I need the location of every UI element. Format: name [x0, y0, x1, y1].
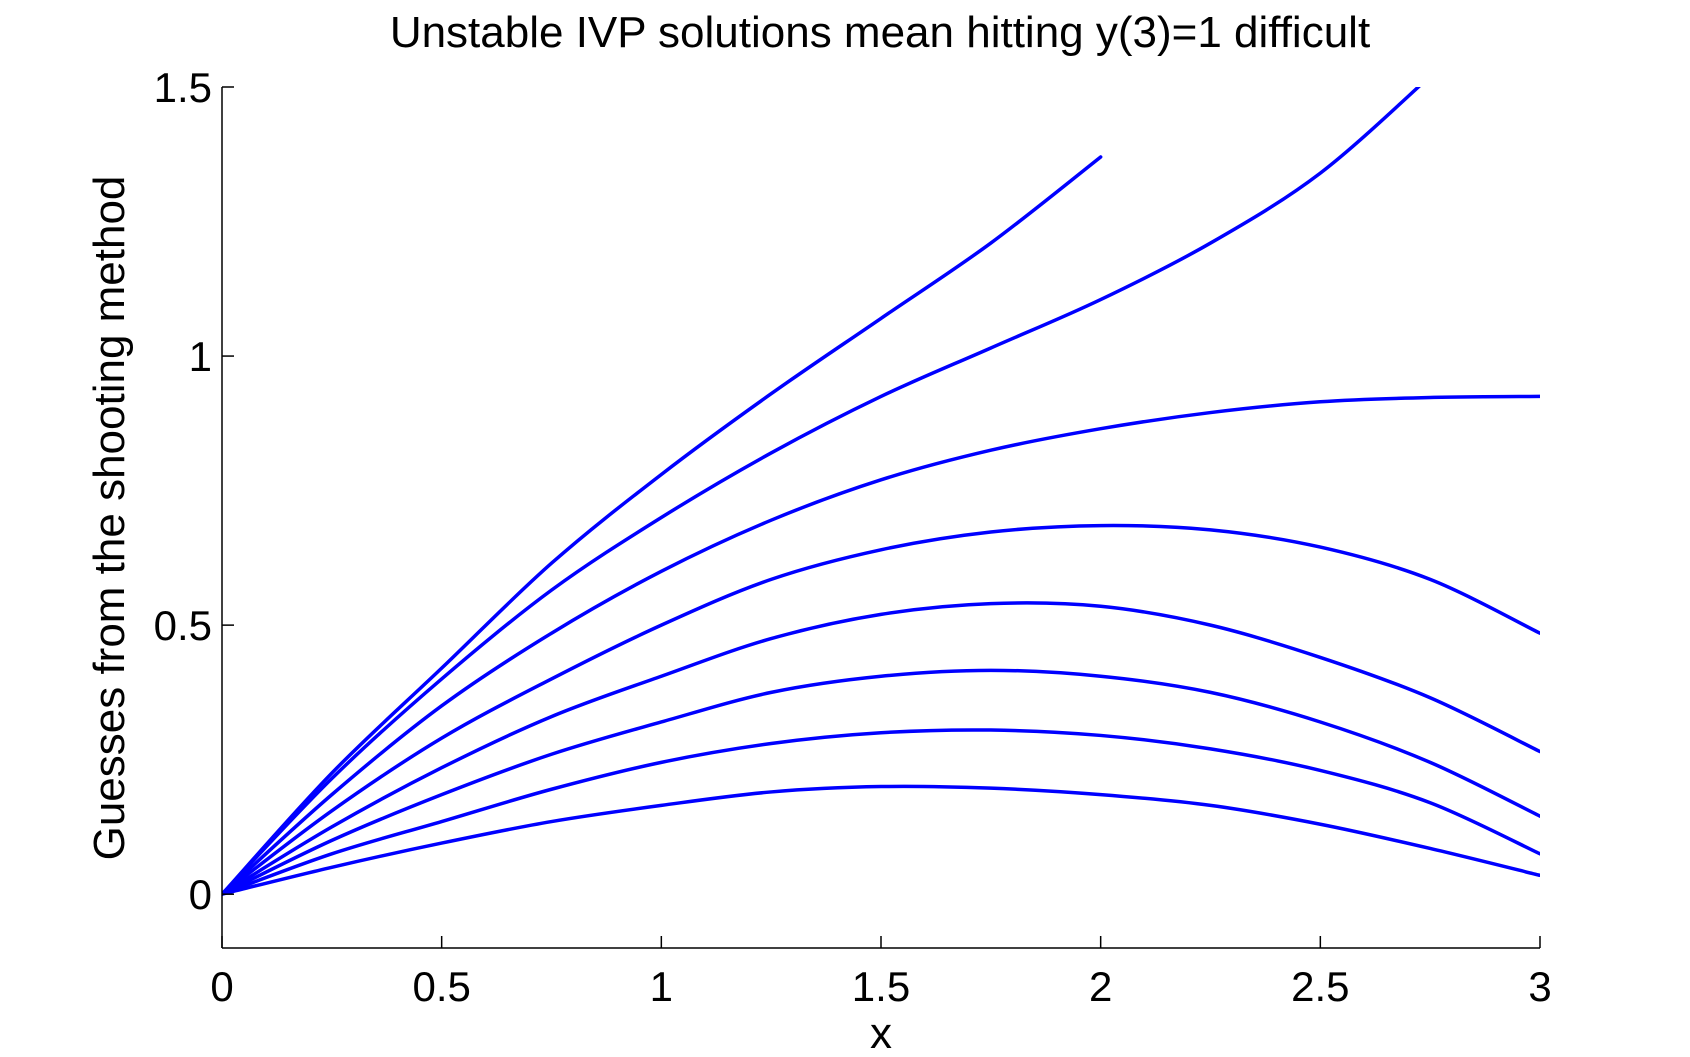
x-tick-label: 2	[1089, 963, 1112, 1010]
y-tick-label: 0.5	[154, 602, 212, 649]
y-ticks: 0 0.5 1 1.5	[154, 64, 234, 918]
series-line-8	[222, 784, 1540, 896]
y-tick-label: 1	[189, 333, 212, 380]
series-line-6	[222, 668, 1540, 896]
series-line-5	[222, 601, 1540, 896]
x-ticks: 0 0.5 1 1.5 2 2.5 3	[210, 936, 1552, 1010]
x-tick-label: 0.5	[412, 963, 470, 1010]
series-line-3	[222, 394, 1540, 896]
series-line-7	[222, 728, 1540, 896]
series-line-2	[222, 87, 1421, 896]
x-tick-label: 3	[1528, 963, 1551, 1010]
series-line-4	[222, 523, 1540, 896]
x-axis-label: x	[870, 1009, 892, 1057]
y-tick-label: 0	[189, 871, 212, 918]
axes	[221, 87, 1540, 949]
x-tick-label: 1	[650, 963, 673, 1010]
chart-title: Unstable IVP solutions mean hitting y(3)…	[390, 8, 1370, 57]
x-tick-label: 2.5	[1291, 963, 1349, 1010]
y-tick-label: 1.5	[154, 64, 212, 111]
x-tick-label: 0	[210, 963, 233, 1010]
series-layer	[222, 87, 1540, 896]
x-tick-label: 1.5	[852, 963, 910, 1010]
series-line-1	[222, 155, 1103, 896]
y-axis-label: Guesses from the shooting method	[85, 176, 134, 861]
